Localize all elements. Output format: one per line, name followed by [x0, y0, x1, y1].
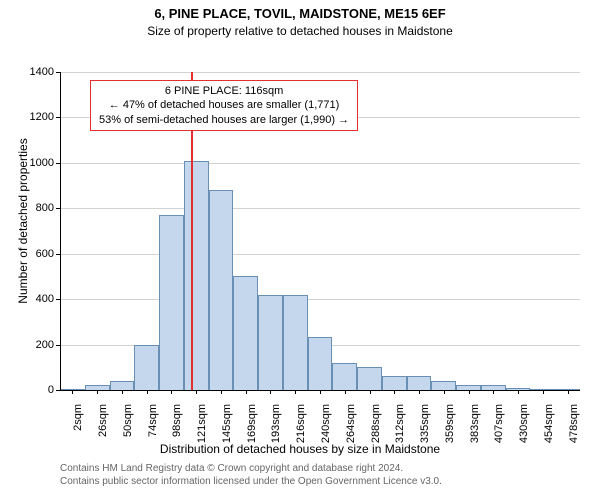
histogram-bar	[184, 161, 209, 390]
histogram-bar	[209, 190, 234, 390]
y-tick-label: 400	[18, 293, 54, 305]
gridline	[60, 208, 580, 209]
y-axis-label: Number of detached properties	[16, 121, 30, 321]
histogram-bar	[407, 376, 432, 390]
histogram-bar	[134, 345, 159, 390]
annotation-line2: ← 47% of detached houses are smaller (1,…	[99, 98, 349, 112]
histogram-bar	[110, 381, 135, 390]
histogram-bar	[308, 337, 333, 390]
histogram-bar	[357, 367, 382, 390]
attribution-line1: Contains HM Land Registry data © Crown c…	[60, 462, 442, 475]
histogram-bar	[431, 381, 456, 390]
attribution-line2: Contains public sector information licen…	[60, 475, 442, 488]
histogram-bar	[382, 376, 407, 390]
chart-subtitle: Size of property relative to detached ho…	[0, 24, 600, 38]
histogram-bar	[283, 295, 308, 390]
histogram-bar	[258, 295, 283, 390]
y-tick-label: 1400	[18, 66, 54, 78]
chart-container: { "title": "6, PINE PLACE, TOVIL, MAIDST…	[0, 0, 600, 500]
histogram-bar	[233, 276, 258, 390]
y-tick-label: 600	[18, 248, 54, 260]
y-tick-label: 800	[18, 202, 54, 214]
y-tick-label: 200	[18, 339, 54, 351]
y-tick-label: 1000	[18, 157, 54, 169]
annotation-box: 6 PINE PLACE: 116sqm ← 47% of detached h…	[90, 80, 358, 131]
annotation-line1: 6 PINE PLACE: 116sqm	[99, 84, 349, 98]
gridline	[60, 254, 580, 255]
y-tick-label: 1200	[18, 111, 54, 123]
histogram-bar	[159, 215, 184, 390]
y-tick-label: 0	[18, 384, 54, 396]
chart-title: 6, PINE PLACE, TOVIL, MAIDSTONE, ME15 6E…	[0, 6, 600, 21]
annotation-line3: 53% of semi-detached houses are larger (…	[99, 113, 349, 127]
gridline	[60, 72, 580, 73]
x-axis	[60, 390, 580, 391]
gridline	[60, 299, 580, 300]
attribution: Contains HM Land Registry data © Crown c…	[60, 462, 442, 488]
gridline	[60, 163, 580, 164]
x-axis-label: Distribution of detached houses by size …	[0, 442, 600, 456]
y-axis	[60, 72, 61, 390]
histogram-bar	[332, 363, 357, 390]
